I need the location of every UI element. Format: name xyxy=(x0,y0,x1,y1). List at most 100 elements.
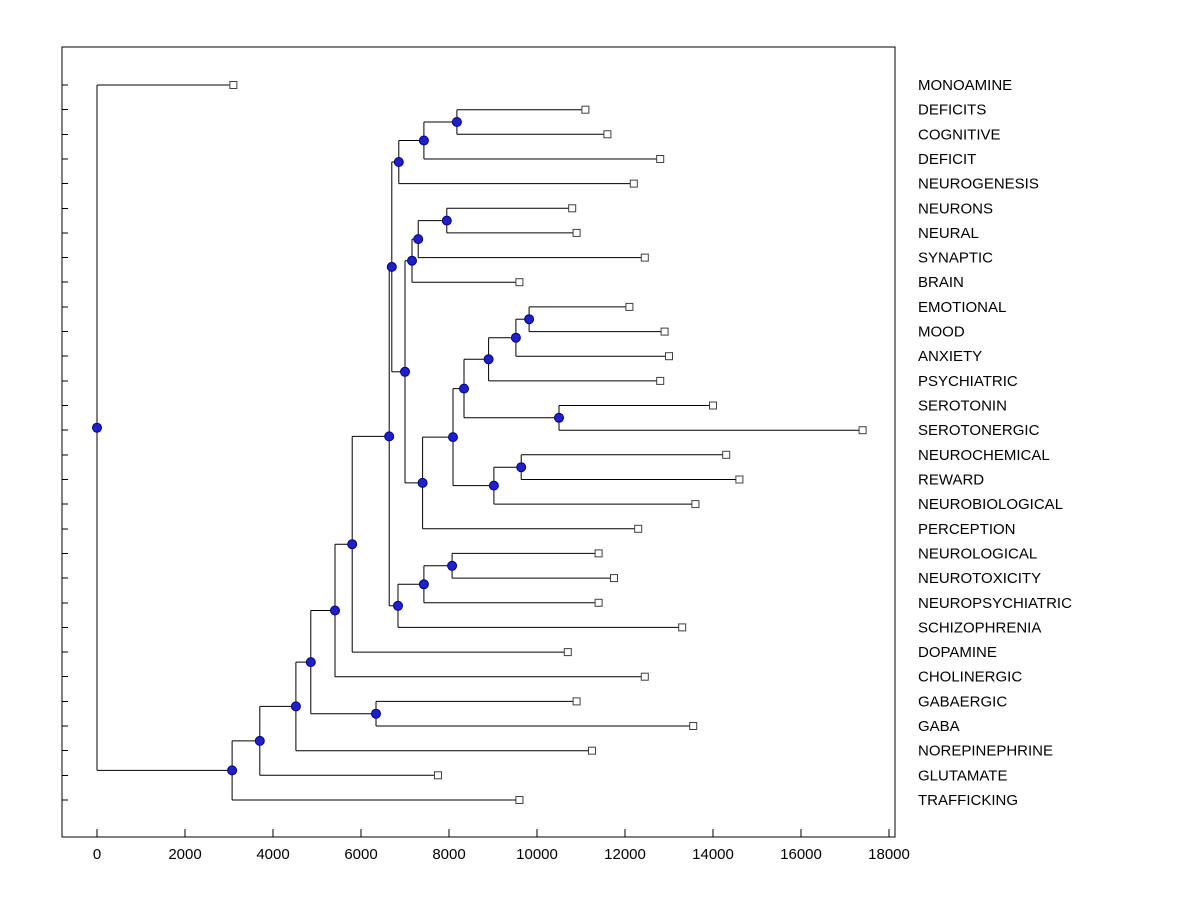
leaf-node-marker[interactable] xyxy=(634,524,643,533)
leaf-node-marker[interactable] xyxy=(735,475,744,484)
leaf-label: MOOD xyxy=(918,324,965,341)
leaf-node-marker[interactable] xyxy=(629,179,638,188)
leaf-node-marker[interactable] xyxy=(625,302,634,311)
x-tick-label: 8000 xyxy=(432,846,465,863)
leaf-node-marker[interactable] xyxy=(563,648,572,657)
leaf-label: NOREPINEPHRINE xyxy=(918,743,1053,760)
branch-node-marker[interactable] xyxy=(554,412,564,423)
leaf-node-marker[interactable] xyxy=(515,278,524,287)
branch-node-marker[interactable] xyxy=(451,117,462,127)
branch-node-marker[interactable] xyxy=(510,332,521,343)
leaf-label: NEUROPSYCHIATRIC xyxy=(918,595,1072,612)
branch-node-marker[interactable] xyxy=(459,383,469,394)
branch-node-marker[interactable] xyxy=(384,431,395,442)
leaf-label: NEUROBIOLOGICAL xyxy=(918,496,1063,513)
leaf-node-marker[interactable] xyxy=(594,549,603,558)
branch-node-marker[interactable] xyxy=(524,314,535,325)
leaf-label: PERCEPTION xyxy=(918,521,1016,538)
branch-node-marker[interactable] xyxy=(418,135,429,146)
leaf-label: COGNITIVE xyxy=(918,126,1001,143)
leaf-node-marker[interactable] xyxy=(515,796,524,804)
leaf-label: TRAFFICKING xyxy=(918,792,1018,809)
x-tick-label: 4000 xyxy=(256,846,289,863)
x-tick-label: 0 xyxy=(93,846,101,863)
leaf-label: BRAIN xyxy=(918,274,964,291)
leaf-node-marker[interactable] xyxy=(691,500,700,509)
branch-node-marker[interactable] xyxy=(418,579,429,590)
leaf-label: SEROTONERGIC xyxy=(918,422,1040,439)
x-tick-label: 6000 xyxy=(344,846,377,863)
branch-node-marker[interactable] xyxy=(347,539,358,550)
leaf-label: NEUROGENESIS xyxy=(918,176,1039,193)
leaf-node-marker[interactable] xyxy=(581,105,590,114)
leaf-node-marker[interactable] xyxy=(678,623,687,632)
leaf-node-marker[interactable] xyxy=(665,352,673,361)
leaf-label: MONOAMINE xyxy=(918,77,1012,94)
leaf-node-marker[interactable] xyxy=(568,204,577,213)
branch-node-marker[interactable] xyxy=(448,432,458,443)
leaf-node-marker[interactable] xyxy=(603,130,612,139)
branch-node-marker[interactable] xyxy=(393,600,403,611)
leaf-label: NEUROTOXICITY xyxy=(918,570,1041,587)
leaf-label: NEUROCHEMICAL xyxy=(918,447,1050,464)
leaf-node-marker[interactable] xyxy=(229,81,238,89)
leaf-label: REWARD xyxy=(918,472,984,489)
leaf-label: DOPAMINE xyxy=(918,644,997,661)
x-tick-label: 16000 xyxy=(780,846,822,863)
branch-node-marker[interactable] xyxy=(400,366,410,377)
leaf-label: NEURONS xyxy=(918,200,993,217)
leaf-label: SYNAPTIC xyxy=(918,250,993,267)
branch-node-marker[interactable] xyxy=(386,261,397,272)
branch-node-marker[interactable] xyxy=(254,735,265,746)
plot-box xyxy=(61,46,896,838)
branch-node-marker[interactable] xyxy=(441,215,452,226)
leaf-label: ANXIETY xyxy=(918,348,982,365)
leaf-node-marker[interactable] xyxy=(858,426,867,435)
branch-node-marker[interactable] xyxy=(330,605,340,616)
branch-node-marker[interactable] xyxy=(227,765,238,776)
branch-node-marker[interactable] xyxy=(417,477,428,488)
leaf-node-marker[interactable] xyxy=(594,598,603,607)
leaf-node-marker[interactable] xyxy=(656,155,665,163)
leaf-node-marker[interactable] xyxy=(640,253,649,262)
leaf-node-marker[interactable] xyxy=(660,327,669,336)
branch-node-marker[interactable] xyxy=(305,657,316,668)
leaf-node-marker[interactable] xyxy=(689,722,698,730)
branch-node-marker[interactable] xyxy=(516,462,527,473)
x-tick-label: 14000 xyxy=(692,846,734,863)
x-tick-label: 10000 xyxy=(516,846,558,863)
x-tick-label: 12000 xyxy=(604,846,646,863)
leaf-label: GABA xyxy=(918,718,960,735)
leaf-node-marker[interactable] xyxy=(572,228,581,237)
leaf-node-marker[interactable] xyxy=(640,672,649,681)
leaf-label: CHOLINERGIC xyxy=(918,669,1022,686)
leaf-label: EMOTIONAL xyxy=(918,299,1006,316)
leaf-node-marker[interactable] xyxy=(610,574,618,583)
leaf-node-marker[interactable] xyxy=(434,771,442,780)
x-tick-label: 2000 xyxy=(168,846,201,863)
leaf-label: SEROTONIN xyxy=(918,398,1007,415)
branch-node-marker[interactable] xyxy=(371,708,381,719)
leaf-node-marker[interactable] xyxy=(709,401,717,410)
leaf-node-marker[interactable] xyxy=(722,450,731,459)
leaf-node-marker[interactable] xyxy=(588,746,596,755)
branch-node-marker[interactable] xyxy=(290,701,301,712)
branch-node-marker[interactable] xyxy=(407,255,417,266)
leaf-label: GABAERGIC xyxy=(918,693,1007,710)
leaf-label: SCHIZOPHRENIA xyxy=(918,619,1041,636)
leaf-label: PSYCHIATRIC xyxy=(918,373,1018,390)
leaf-label: NEUROLOGICAL xyxy=(918,545,1037,562)
leaf-label: DEFICIT xyxy=(918,151,976,168)
branch-node-marker[interactable] xyxy=(483,354,494,365)
branch-node-marker[interactable] xyxy=(447,560,458,571)
leaf-label: NEURAL xyxy=(918,225,979,242)
leaf-node-marker[interactable] xyxy=(572,697,581,706)
leaf-node-marker[interactable] xyxy=(656,376,665,385)
branch-node-marker[interactable] xyxy=(488,480,499,491)
branch-node-marker[interactable] xyxy=(92,422,102,433)
x-tick-label: 18000 xyxy=(868,846,910,863)
branch-node-marker[interactable] xyxy=(393,157,404,167)
branch-node-marker[interactable] xyxy=(413,234,424,245)
